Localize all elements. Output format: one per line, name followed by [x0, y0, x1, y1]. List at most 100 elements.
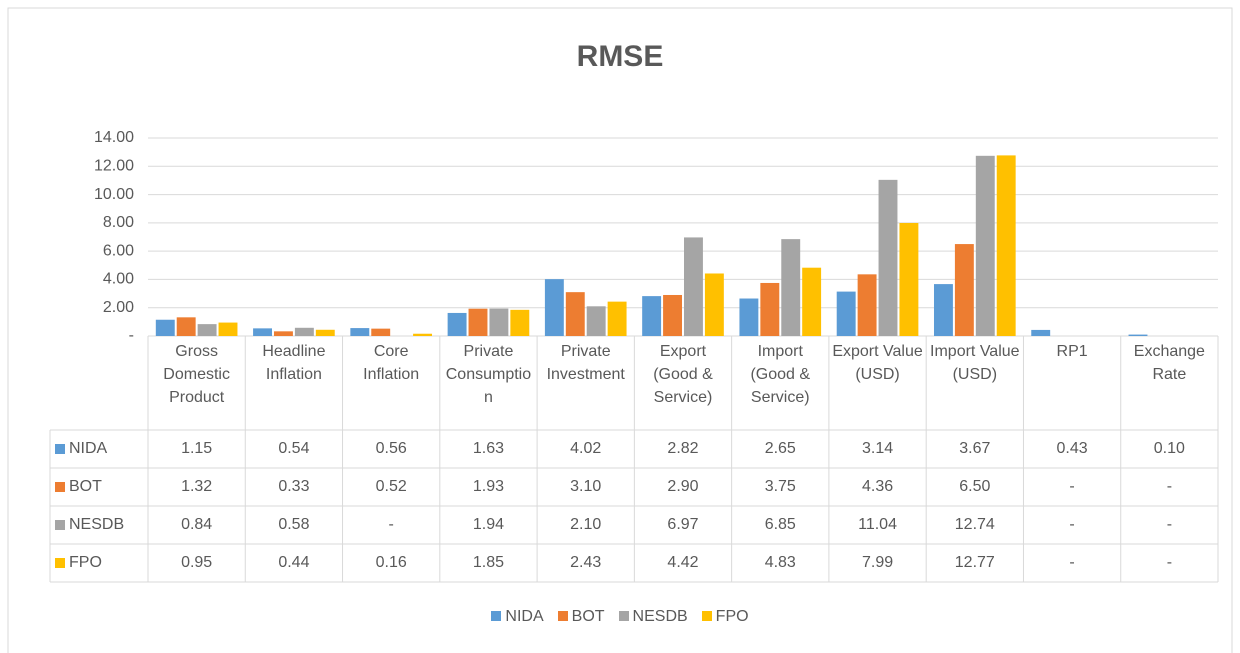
legend-item: NESDB [618, 608, 688, 626]
table-value: 1.94 [473, 516, 504, 533]
legend-key [55, 482, 65, 492]
bar [565, 292, 585, 336]
x-tick-label: Gross Domestic Product [163, 343, 230, 406]
bar [739, 298, 759, 336]
table-value: 2.43 [570, 554, 601, 571]
x-tick-label: Exchange Rate [1133, 343, 1205, 383]
legend-item: BOT [557, 608, 605, 626]
table-value: 0.52 [376, 478, 407, 495]
bar [544, 279, 564, 336]
x-tick-label: Import (Good & Service) [750, 343, 811, 406]
table-value: 1.93 [473, 478, 504, 495]
bar [510, 309, 530, 336]
bar [996, 155, 1016, 336]
y-tick-label: 4.00 [103, 271, 134, 288]
legend-key [491, 611, 502, 621]
table-value: 0.43 [1057, 440, 1088, 457]
bar [350, 328, 370, 336]
legend-key [557, 611, 568, 621]
table-value: - [1167, 516, 1172, 533]
bar [1031, 329, 1051, 336]
table-value: 4.83 [765, 554, 796, 571]
bar [1128, 334, 1148, 336]
bar [253, 328, 272, 336]
bar [802, 267, 822, 336]
y-tick-label: 10.00 [94, 186, 134, 203]
chart-title: RMSE [577, 40, 664, 73]
bar [447, 312, 467, 336]
legend-label: NESDB [632, 608, 688, 625]
table-value: 2.82 [667, 440, 698, 457]
bar [273, 331, 293, 336]
x-tick-label: Import Value (USD) [930, 343, 1020, 383]
legend-label: BOT [571, 608, 605, 625]
bar [294, 327, 314, 336]
legend-item: FPO [701, 608, 749, 626]
x-tick-label: RP1 [1056, 343, 1088, 360]
table-value: 0.44 [278, 554, 309, 571]
legend-key [55, 520, 65, 530]
x-tick-label: Private Investment [546, 343, 625, 383]
bar [933, 284, 953, 336]
bar [607, 301, 627, 336]
table-value: - [1069, 516, 1074, 533]
table-value: - [389, 516, 394, 533]
table-value: 2.90 [667, 478, 698, 495]
table-value: - [1167, 554, 1172, 571]
x-tick-label: Private Consumption [445, 343, 532, 406]
table-value: 1.15 [181, 440, 212, 457]
table-value: 0.95 [181, 554, 212, 571]
y-tick-label: 12.00 [94, 158, 134, 175]
x-tick-label: Export Value (USD) [832, 343, 923, 383]
legend-key [618, 611, 629, 621]
bar [468, 308, 488, 336]
row-label: BOT [69, 478, 102, 495]
bar [218, 322, 238, 336]
x-tick-label: Core Inflation [363, 343, 420, 383]
table-value: 3.10 [570, 478, 601, 495]
y-tick-label: 6.00 [103, 242, 134, 259]
table-value: - [1167, 478, 1172, 495]
y-tick-label: 8.00 [103, 214, 134, 231]
table-value: 4.36 [862, 478, 893, 495]
bar [197, 324, 217, 336]
table-value: 11.04 [858, 516, 897, 533]
table-value: 7.99 [862, 554, 893, 571]
x-tick-label: Export (Good & Service) [653, 343, 713, 406]
table-value: 0.58 [278, 516, 309, 533]
bar [781, 239, 801, 336]
bar [899, 222, 919, 336]
table-value: 1.32 [181, 478, 212, 495]
bar [663, 294, 682, 336]
table-value: 3.14 [862, 440, 893, 457]
table-value: 4.42 [667, 554, 698, 571]
table-value: - [1069, 554, 1074, 571]
table-value: 6.97 [667, 516, 698, 533]
legend-label: FPO [715, 608, 749, 625]
y-tick-label: - [129, 327, 134, 344]
table-value: 4.02 [570, 440, 601, 457]
y-tick-label: 2.00 [103, 299, 134, 316]
legend: NIDA BOT NESDB FPO [0, 608, 1240, 626]
table-value: - [1069, 478, 1074, 495]
bar [684, 237, 703, 336]
bar [586, 306, 606, 336]
legend-key [701, 611, 712, 621]
table-value: 0.16 [376, 554, 407, 571]
bar [954, 244, 974, 336]
table-value: 1.85 [473, 554, 504, 571]
bar [878, 179, 898, 336]
row-label: NESDB [69, 516, 124, 533]
table-value: 3.75 [765, 478, 796, 495]
legend-key [55, 444, 65, 454]
row-label: NIDA [69, 440, 108, 457]
table-value: 12.77 [955, 554, 995, 571]
table-value: 1.63 [473, 440, 504, 457]
legend-label: NIDA [505, 608, 544, 625]
bar [489, 308, 509, 336]
bar [371, 328, 391, 336]
bar [315, 329, 335, 336]
y-tick-label: 14.00 [94, 129, 134, 146]
